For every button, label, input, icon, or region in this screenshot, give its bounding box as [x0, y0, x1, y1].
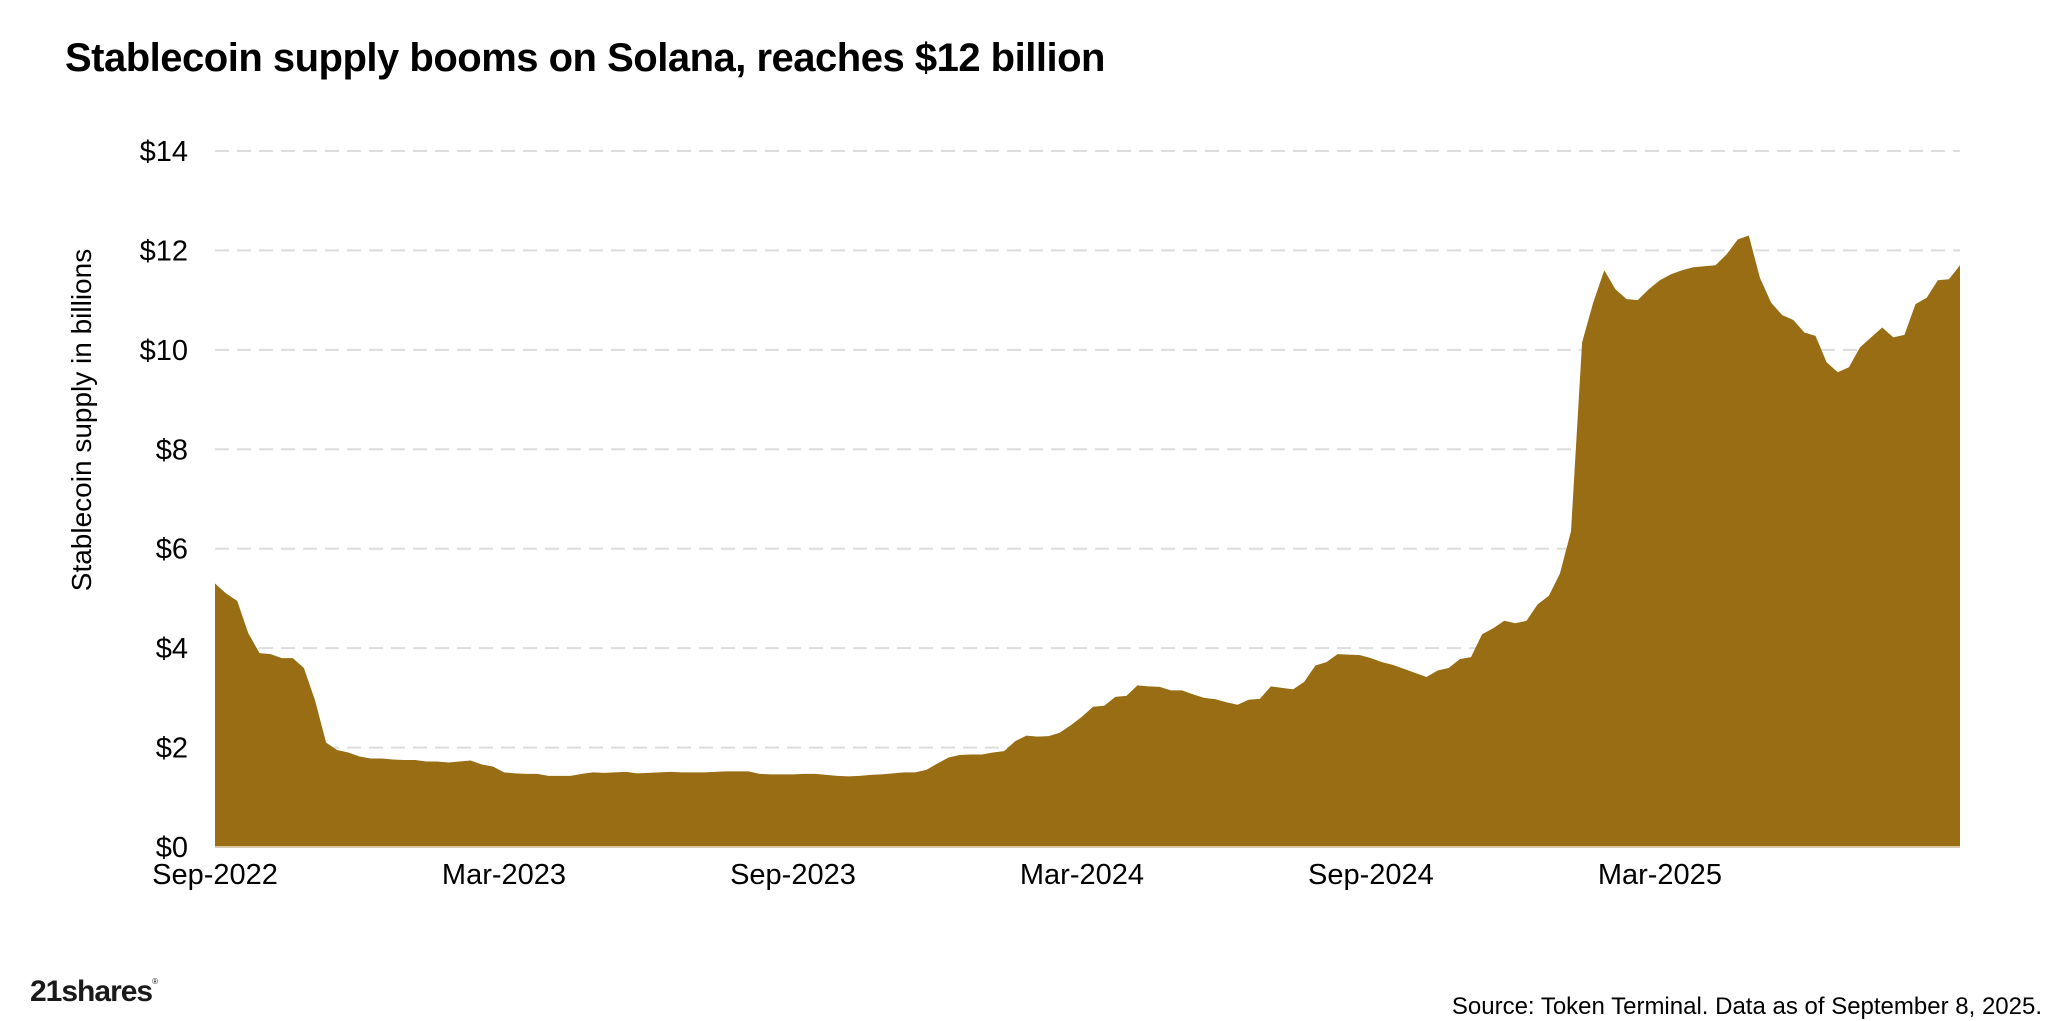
y-tick-label: $4 [156, 633, 188, 665]
x-axis-ticks: Sep-2022 Mar-2023 Sep-2023 Mar-2024 Sep-2024… [152, 859, 1722, 891]
x-tick-label: Sep-2022 [152, 859, 278, 891]
y-tick-label: $14 [140, 136, 188, 168]
logo-text: 21shares [30, 975, 153, 1008]
x-tick-label: Mar-2023 [442, 859, 566, 891]
y-tick-label: $0 [156, 832, 188, 864]
y-tick-label: $6 [156, 534, 188, 566]
x-tick-label: Mar-2025 [1598, 859, 1722, 891]
21shares-logo: 21shares® [30, 975, 158, 1009]
x-tick-label: Sep-2024 [1308, 859, 1434, 891]
supply-area [215, 235, 1960, 847]
x-tick-label: Mar-2024 [1020, 859, 1144, 891]
y-tick-label: $2 [156, 733, 188, 765]
source-note: Source: Token Terminal. Data as of Septe… [1451, 993, 2042, 1020]
chart-title: Stablecoin supply booms on Solana, reach… [65, 36, 1105, 80]
registered-mark-icon: ® [152, 977, 158, 986]
y-tick-label: $12 [140, 235, 188, 267]
y-tick-label: $10 [140, 335, 188, 367]
y-tick-label: $8 [156, 434, 188, 466]
y-axis-ticks: $0 $2 $4 $6 $8 $10 $12 $14 [140, 136, 188, 864]
x-tick-label: Sep-2023 [730, 859, 856, 891]
